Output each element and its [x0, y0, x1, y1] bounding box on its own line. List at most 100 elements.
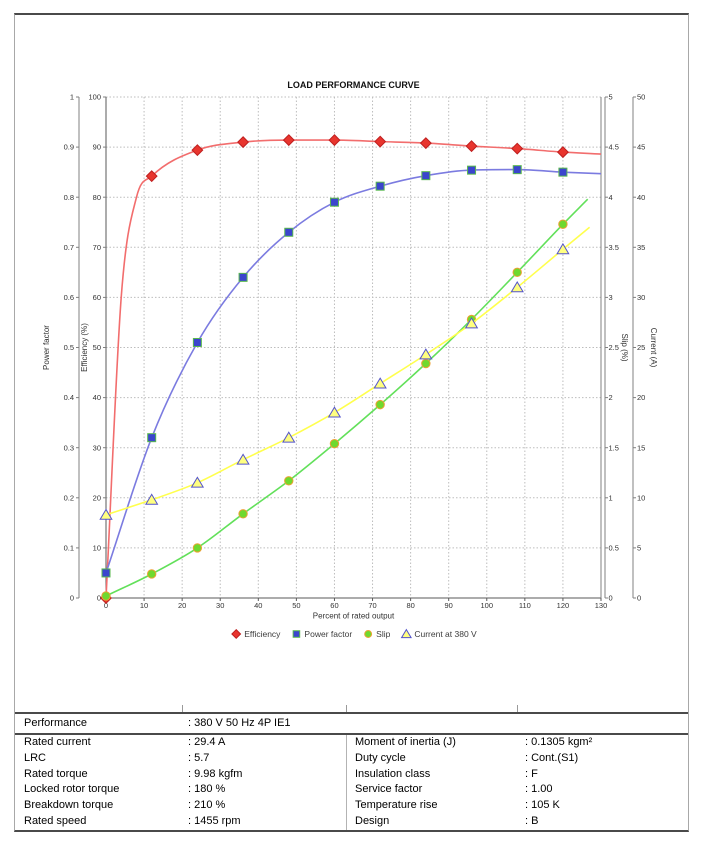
svg-text:20: 20 [178, 601, 186, 610]
spec-label: Rated speed [24, 815, 87, 828]
svg-text:Slip: Slip [376, 629, 390, 639]
svg-text:25: 25 [637, 343, 645, 352]
spec-value: : 210 % [188, 799, 226, 812]
svg-text:50: 50 [292, 601, 300, 610]
svg-text:110: 110 [519, 601, 531, 610]
svg-text:130: 130 [595, 601, 608, 610]
svg-text:30: 30 [637, 293, 645, 302]
series-line-slip [105, 198, 589, 597]
svg-text:0.3: 0.3 [64, 443, 74, 452]
spec-label: Insulation class [355, 767, 431, 780]
svg-text:0.1: 0.1 [64, 544, 74, 553]
performance-row: Performance : 380 V 50 Hz 4P IE1 [15, 712, 688, 733]
axis-title-power-factor: Power factor [42, 325, 51, 370]
svg-text:50: 50 [93, 343, 101, 352]
svg-text:0.5: 0.5 [64, 343, 74, 352]
svg-text:90: 90 [93, 143, 101, 152]
svg-text:30: 30 [93, 443, 101, 452]
spec-value: : 180 % [188, 783, 226, 796]
series-markers-power-factor [101, 165, 568, 578]
gridlines [106, 96, 601, 598]
axis-slip: 0 0.5 1 1.5 2 2.5 3 3.5 4 4.5 5 Slip (%) [604, 93, 629, 603]
svg-text:3.5: 3.5 [609, 243, 619, 252]
svg-text:1: 1 [70, 93, 74, 102]
legend-item-efficiency: Efficiency [231, 628, 281, 640]
content-frame [14, 13, 689, 832]
spacer-divider [346, 705, 347, 712]
svg-text:0.5: 0.5 [609, 544, 619, 553]
spec-rows: Rated current : 29.4 A Moment of inertia… [15, 733, 688, 830]
legend: Efficiency Power factor Slip Current at 380… [231, 628, 477, 640]
table-row: Rated current : 29.4 A Moment of inertia… [15, 735, 688, 751]
spec-value: : 29.4 A [188, 736, 226, 748]
spec-label: Design [355, 815, 390, 828]
svg-text:0.9: 0.9 [64, 143, 74, 152]
series-line-power-factor [105, 168, 602, 574]
x-axis: 0 10 20 30 40 50 60 70 80 90 100 110 120 130 Percent o… [104, 598, 607, 621]
table-row: Rated speed : 1455 rpm Design : B [15, 814, 688, 830]
svg-text:Power factor: Power factor [304, 629, 352, 639]
svg-text:20: 20 [637, 393, 645, 402]
spec-value: : 1455 rpm [188, 815, 241, 828]
series-line-efficiency [105, 139, 602, 599]
spec-value: : 5.7 [188, 751, 210, 764]
svg-text:80: 80 [406, 601, 414, 610]
performance-value: : 380 V 50 Hz 4P IE1 [188, 717, 291, 729]
spacer-divider [182, 705, 183, 712]
svg-text:10: 10 [637, 493, 645, 502]
axis-title-efficiency: Efficiency (%) [80, 323, 89, 372]
legend-item-slip: Slip [364, 629, 391, 639]
svg-text:3: 3 [609, 293, 613, 302]
svg-text:0: 0 [97, 594, 101, 603]
spec-label: Duty cycle [355, 751, 406, 764]
table-row: Locked rotor torque : 180 % Service fact… [15, 782, 688, 798]
axis-title-current: Current (A) [649, 328, 658, 368]
spec-value: : Cont.(S1) [525, 751, 579, 764]
table-row: Breakdown torque : 210 % Temperature ris… [15, 798, 688, 814]
svg-text:2.5: 2.5 [609, 343, 619, 352]
svg-text:45: 45 [637, 143, 645, 152]
svg-text:0: 0 [70, 594, 74, 603]
spec-label: LRC [24, 751, 47, 764]
svg-text:0.6: 0.6 [64, 293, 74, 302]
svg-text:40: 40 [254, 601, 262, 610]
motor-data-table: Performance : 380 V 50 Hz 4P IE1 Rated c… [15, 704, 688, 830]
svg-text:35: 35 [637, 243, 645, 252]
svg-text:30: 30 [216, 601, 224, 610]
svg-text:0.2: 0.2 [64, 493, 74, 502]
svg-text:50: 50 [637, 93, 645, 102]
svg-text:40: 40 [637, 193, 645, 202]
svg-text:10: 10 [140, 601, 148, 610]
spec-label: Rated current [24, 736, 91, 748]
spec-label: Rated torque [24, 767, 88, 780]
spec-value: : 1.00 [525, 783, 553, 796]
spec-value: : 9.98 kgfm [188, 767, 243, 780]
svg-text:1: 1 [609, 493, 613, 502]
column-divider [346, 735, 347, 830]
axis-power-factor: 0 0.1 0.2 0.3 0.4 0.5 0.6 0.7 0.8 0.9 1 Power facto… [42, 93, 80, 603]
svg-text:100: 100 [481, 601, 494, 610]
svg-text:15: 15 [637, 443, 645, 452]
svg-text:2: 2 [609, 393, 613, 402]
svg-text:70: 70 [368, 601, 376, 610]
svg-text:0: 0 [637, 594, 641, 603]
table-spacer-row [15, 704, 688, 712]
spec-value: : 105 K [525, 799, 560, 812]
chart-title: LOAD PERFORMANCE CURVE [287, 80, 419, 90]
table-row: LRC : 5.7 Duty cycle : Cont.(S1) [15, 751, 688, 767]
spec-label: Temperature rise [355, 799, 438, 812]
svg-text:Efficiency: Efficiency [244, 629, 281, 639]
spec-value: : 0.1305 kgm² [525, 736, 593, 748]
svg-text:70: 70 [93, 243, 101, 252]
svg-text:5: 5 [637, 544, 641, 553]
svg-text:0.8: 0.8 [64, 193, 74, 202]
performance-label: Performance [24, 717, 87, 729]
svg-text:5: 5 [609, 93, 613, 102]
svg-text:10: 10 [93, 544, 101, 553]
svg-text:1.5: 1.5 [609, 443, 619, 452]
axis-current: 0 5 10 15 20 25 30 35 40 45 50 Current (A) [632, 93, 658, 603]
svg-text:0: 0 [609, 594, 613, 603]
svg-text:4: 4 [609, 193, 613, 202]
svg-text:120: 120 [557, 601, 570, 610]
